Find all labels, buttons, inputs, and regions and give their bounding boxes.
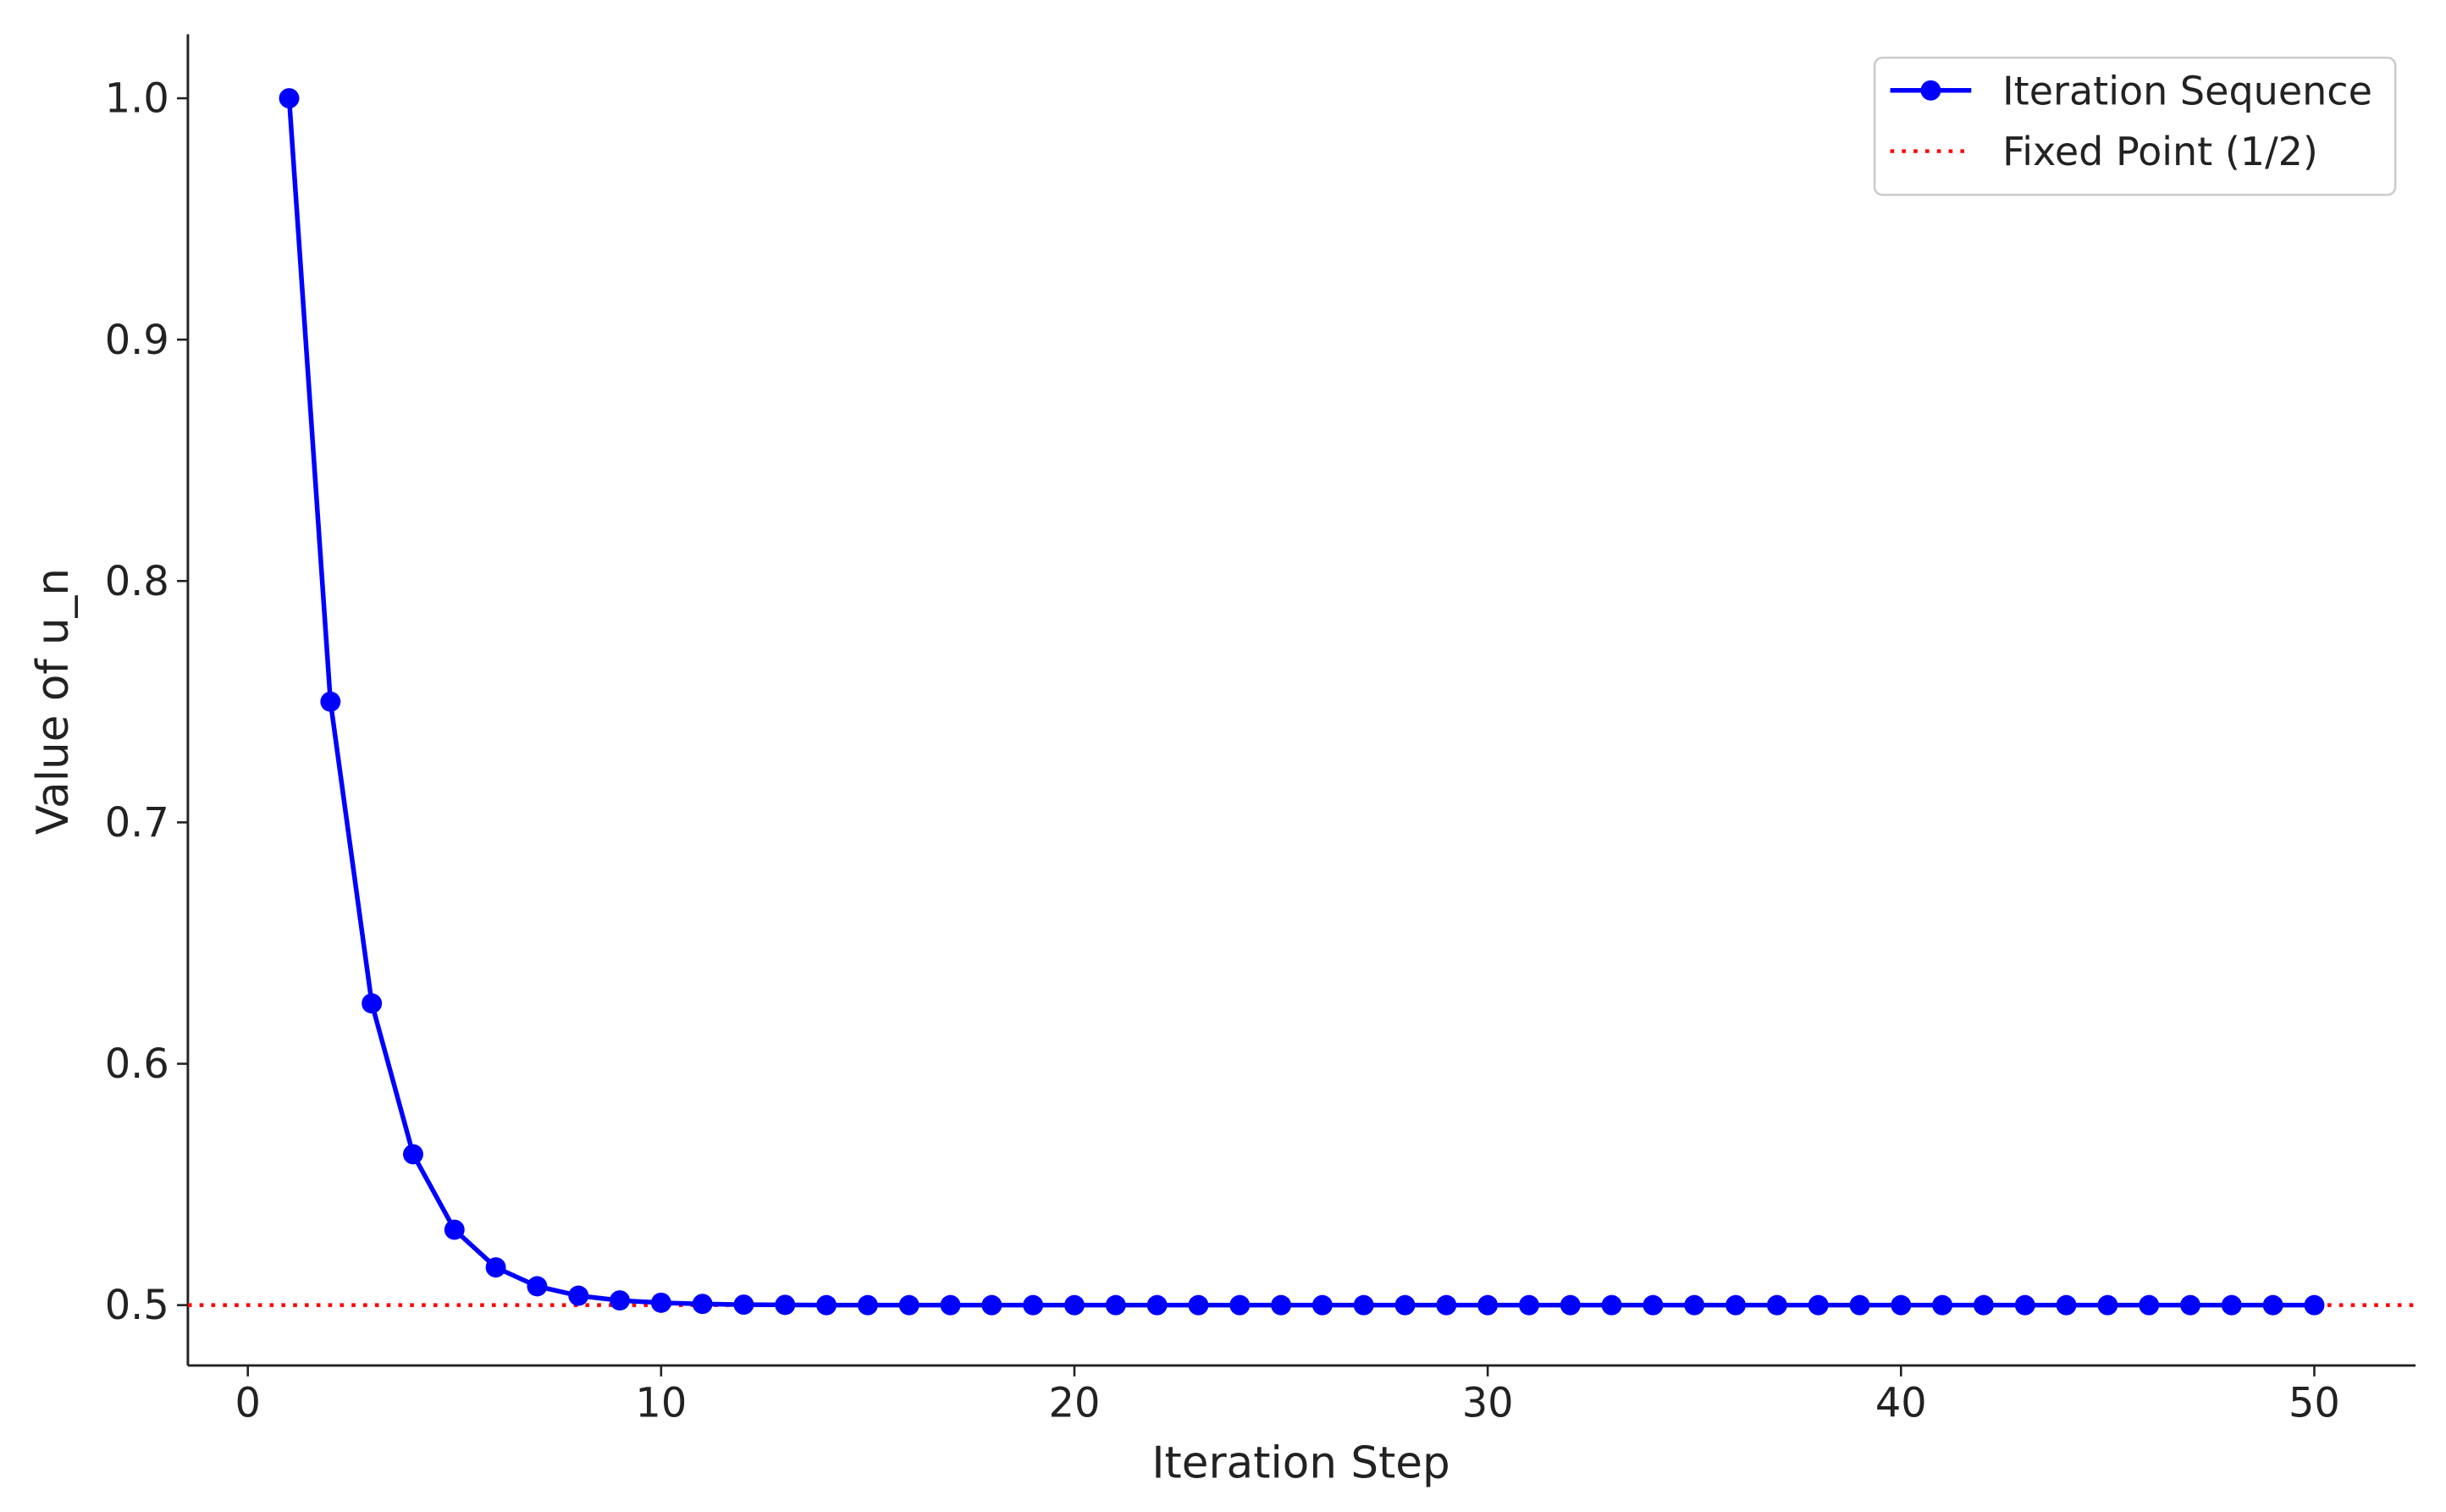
data-point [1973,1294,1994,1316]
data-point [610,1290,631,1311]
y-tick-label: 1.0 [105,76,169,123]
x-tick-label: 30 [1462,1381,1514,1427]
data-point [1518,1294,1539,1316]
data-point [1146,1294,1168,1316]
data-point [1601,1294,1622,1316]
data-point [1766,1294,1787,1316]
data-point [2221,1294,2242,1316]
data-point [1891,1294,1912,1316]
data-point [692,1294,713,1315]
data-point [898,1294,919,1316]
legend-box [1873,56,2397,196]
y-tick-label: 0.6 [105,1041,169,1088]
data-point [940,1294,961,1316]
y-tick-label: 0.8 [105,559,169,605]
data-point [485,1257,506,1278]
data-point [1436,1294,1457,1316]
y-tick-label: 0.7 [105,800,169,847]
data-point [1105,1294,1126,1316]
data-point [2304,1294,2325,1316]
data-point [775,1294,796,1316]
data-point [2139,1294,2160,1316]
y-tick-label: 0.5 [105,1283,169,1329]
data-point [650,1292,671,1313]
legend: Iteration Sequence Fixed Point (1/2) [1873,56,2397,196]
data-point [1394,1294,1416,1316]
data-point [1188,1294,1209,1316]
data-point [362,993,383,1014]
data-point [1477,1294,1499,1316]
data-point [527,1276,548,1297]
data-point [1684,1294,1705,1316]
series-line [286,97,2315,1308]
data-point [568,1285,589,1306]
data-point [857,1294,878,1316]
x-tick-label: 40 [1875,1381,1927,1427]
x-tick-label: 10 [635,1381,687,1427]
legend-label: Fixed Point (1/2) [2002,129,2318,174]
x-tick-label: 0 [235,1381,260,1427]
data-point [1725,1294,1747,1316]
data-point [1849,1294,1870,1316]
data-point [733,1294,754,1316]
data-point [1932,1294,1953,1316]
data-point [1643,1294,1664,1316]
data-point [2180,1294,2200,1316]
data-point [2262,1294,2283,1316]
data-point [981,1294,1002,1316]
data-point [444,1219,465,1240]
data-point [2014,1294,2035,1316]
legend-label: Iteration Sequence [2002,68,2372,113]
y-tick-label: 0.9 [105,317,169,364]
data-point [1808,1294,1829,1316]
x-tick-label: 50 [2289,1381,2340,1427]
data-point [1023,1294,1044,1316]
data-point [2097,1294,2118,1316]
data-point [320,691,341,712]
data-point [1229,1294,1251,1316]
data-point [1560,1294,1581,1316]
x-axis-label: Iteration Step [1151,1438,1449,1488]
data-point [2056,1294,2077,1316]
data-point [1311,1294,1333,1316]
x-tick-label: 20 [1049,1381,1101,1427]
legend-swatch [1920,80,1941,101]
data-point [1271,1294,1292,1316]
data-point [1353,1294,1374,1316]
data-point [816,1294,837,1316]
data-point [1064,1294,1085,1316]
y-axis-label: Value of u_n [28,568,79,835]
data-point [402,1144,423,1165]
data-point [279,88,300,109]
